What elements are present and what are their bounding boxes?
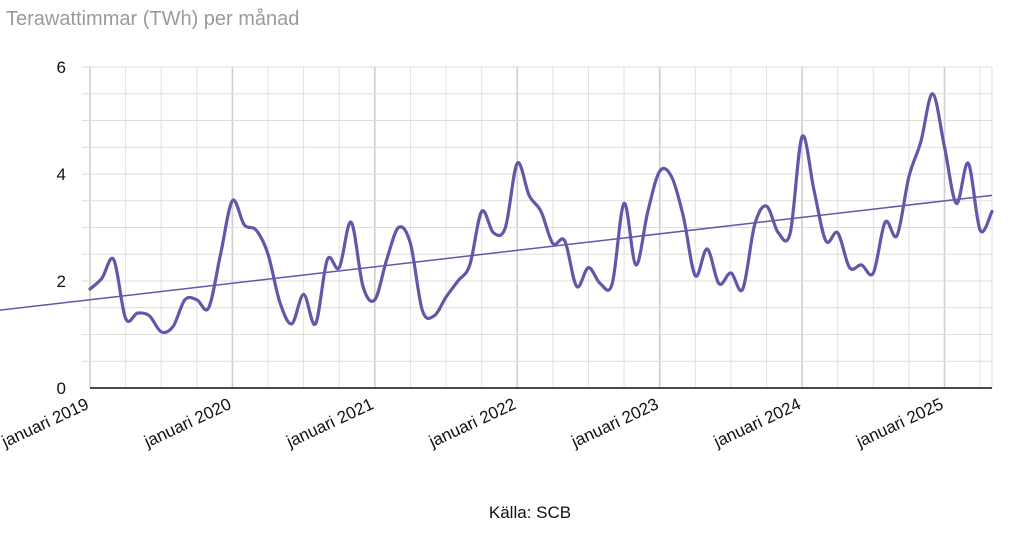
source-note: Källa: SCB: [489, 503, 571, 522]
y-tick-label: 0: [57, 379, 66, 398]
trend-line: [0, 194, 993, 311]
y-axis-ticks: 0 2 4 6: [57, 58, 66, 398]
series-line: [88, 92, 994, 335]
y-tick-label: 2: [57, 272, 66, 291]
y-tick-label: 4: [57, 165, 66, 184]
x-tick-label: januari 2023: [568, 394, 662, 451]
y-tick-label: 6: [57, 58, 66, 77]
x-tick-label: januari 2022: [425, 394, 519, 451]
x-axis-ticks: januari 2019 januari 2020 januari 2021 janu…: [0, 394, 946, 451]
x-tick-label: januari 2024: [710, 394, 804, 451]
gridlines: [82, 66, 993, 388]
x-tick-label: januari 2020: [140, 394, 234, 451]
x-tick-label: januari 2025: [852, 394, 946, 451]
x-tick-label: januari 2019: [0, 394, 92, 451]
x-tick-label: januari 2021: [283, 394, 377, 451]
y-axis-label: Terawattimmar (TWh) per månad: [6, 8, 299, 30]
